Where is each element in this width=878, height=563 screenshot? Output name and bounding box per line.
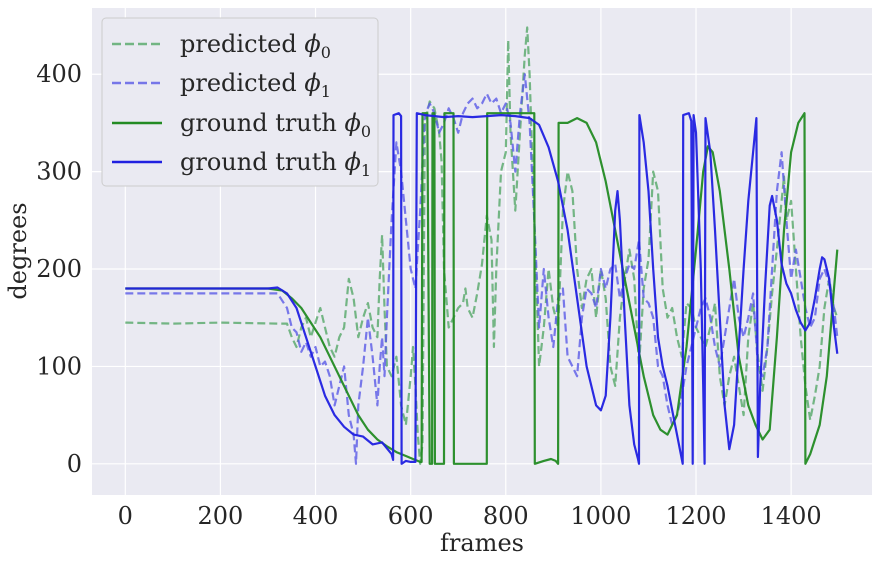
x-tick-label: 1400: [761, 502, 822, 530]
legend-box: [101, 17, 379, 187]
series-line-pred0: [125, 26, 839, 465]
x-tick-label: 400: [293, 502, 339, 530]
x-tick-label: 800: [483, 502, 529, 530]
x-tick-label: 200: [198, 502, 244, 530]
y-tick-label: 400: [36, 60, 82, 88]
legend-label-pred1: predicted ϕ1: [180, 69, 331, 101]
x-axis-label: frames: [440, 529, 524, 557]
legend: predicted ϕ0 predicted ϕ1 ground truth ϕ…: [101, 17, 379, 187]
series-line-pred1: [125, 73, 839, 465]
y-tick-label: 200: [36, 255, 82, 283]
series-line-gt1: [125, 112, 839, 465]
y-tick-label: 0: [67, 450, 82, 478]
y-tick-label: 100: [36, 352, 82, 380]
tick-labels: 0 200 400 600 800 1000 1200 1400 0 100 200 300 400: [36, 60, 821, 530]
x-tick-label: 1200: [665, 502, 726, 530]
legend-label-gt0: ground truth ϕ0: [180, 109, 371, 141]
legend-label-gt1: ground truth ϕ1: [180, 148, 371, 180]
y-tick-label: 300: [36, 158, 82, 186]
x-tick-label: 600: [388, 502, 434, 530]
series-group: [125, 26, 839, 465]
x-tick-label: 1000: [570, 502, 631, 530]
legend-label-pred0: predicted ϕ0: [180, 30, 331, 62]
y-axis-label: degrees: [4, 202, 32, 299]
x-tick-label: 0: [118, 502, 133, 530]
